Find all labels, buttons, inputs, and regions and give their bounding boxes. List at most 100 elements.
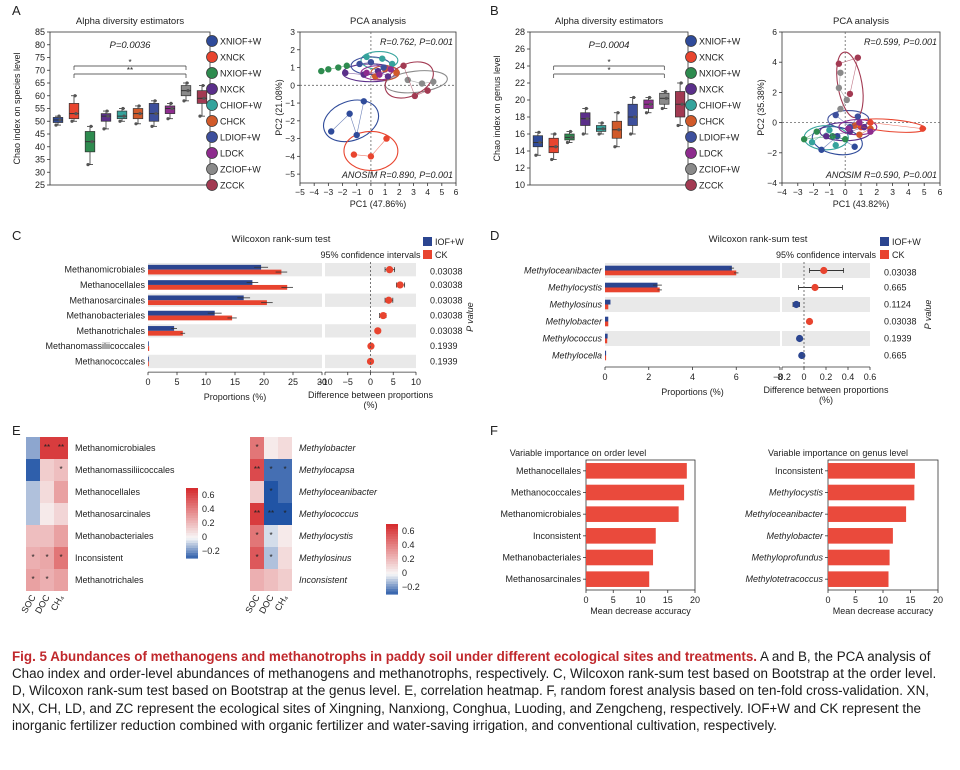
box-a-legend-label-3: NXCK bbox=[220, 85, 245, 95]
box-a-legend-marker-1 bbox=[206, 51, 218, 63]
box-a-ytick-label: 30 bbox=[35, 167, 45, 177]
heat-e1-cell-4-2 bbox=[54, 525, 68, 547]
box-a-legend-marker-3 bbox=[206, 83, 218, 95]
pca-a-point-4 bbox=[379, 55, 386, 62]
heat-e2-cell-0-2 bbox=[278, 437, 292, 459]
heat-e2-colorbar-step bbox=[386, 574, 398, 578]
heat-e2-cell-1-0 bbox=[250, 459, 264, 481]
wilcox-d-diff-tick-label: 0 bbox=[801, 372, 806, 382]
box-a-box-point bbox=[137, 104, 141, 108]
wilcox-d-bar-ck-4 bbox=[605, 338, 608, 344]
pca-a-xtick-label: 0 bbox=[369, 187, 374, 197]
heat-e2-colorbar-step bbox=[386, 576, 398, 580]
heat-e2-cell-5-2 bbox=[278, 547, 292, 569]
box-a-ytick-label: 75 bbox=[35, 53, 45, 63]
heat-e2-cell-6-2 bbox=[278, 569, 292, 591]
box-a-sig-mark: * bbox=[128, 58, 131, 67]
pca-a-xtick-label: 1 bbox=[383, 187, 388, 197]
rf-order-bar-3 bbox=[586, 528, 656, 544]
box-a-legend-label-7: LDCK bbox=[220, 149, 244, 159]
wilcox-c-diff-label-2: (%) bbox=[364, 400, 378, 410]
rf-order-bar-label-4: Methanobacteriales bbox=[502, 553, 581, 563]
wilcox-d-diff-point-2 bbox=[792, 300, 800, 309]
pca-b-point-7 bbox=[867, 128, 874, 135]
rf-order-bar-label-3: Inconsistent bbox=[533, 531, 582, 541]
box-b-legend-marker-6 bbox=[685, 131, 697, 143]
rf-genus-xtick-label: 0 bbox=[825, 595, 830, 605]
box-b-box-point bbox=[550, 157, 554, 162]
heat-e1-colorbar-step bbox=[186, 553, 198, 557]
heat-e2-cell-3-0 bbox=[250, 503, 264, 525]
box-a-ytick-label: 70 bbox=[35, 65, 45, 75]
heat-e2-cell-mark: ** bbox=[254, 509, 260, 518]
heat-e2-colorbar-label-1: 0.4 bbox=[402, 540, 415, 550]
heat-e2-cell-0-1 bbox=[264, 437, 278, 459]
figure-caption: Fig. 5 Abundances of methanogens and met… bbox=[12, 648, 948, 734]
heat-e1-colorbar-step bbox=[186, 538, 198, 542]
heat-e2-cell-mark: * bbox=[255, 531, 258, 540]
box-b-box-point bbox=[676, 123, 680, 128]
heat-e1-cell-2-1 bbox=[40, 481, 54, 503]
panel-letter-f: F bbox=[490, 423, 498, 438]
rf-order-bar-0 bbox=[586, 463, 687, 479]
pca-b-point-9 bbox=[854, 54, 862, 61]
box-a-box-point bbox=[201, 83, 205, 88]
pca-a-ytick-label: 0 bbox=[290, 80, 295, 90]
pca-a-title: PCA analysis bbox=[350, 16, 406, 27]
heat-e1-colorbar-step bbox=[186, 528, 198, 532]
heat-e1-colorbar-label-1: 0.4 bbox=[202, 504, 215, 514]
pca-a-point-1 bbox=[350, 151, 358, 158]
heat-e2-colorbar-step bbox=[386, 561, 398, 565]
heat-e2-colorbar-step bbox=[386, 534, 398, 538]
wilcox-d-pvalue-5: 0.665 bbox=[884, 351, 907, 361]
wilcox-d-xtick-label: 8 bbox=[777, 372, 782, 382]
heat-e2-row-label-1: Methylocapsa bbox=[299, 465, 355, 475]
heat-e1-cell-4-0 bbox=[26, 525, 40, 547]
rf-order-bar-4 bbox=[586, 549, 654, 566]
box-a-box-point bbox=[106, 114, 110, 118]
wilcox-d-diff-tick-label: −0.2 bbox=[773, 372, 791, 382]
heat-e1-cell-5-0 bbox=[26, 547, 40, 569]
pca-a-xtick-label: 4 bbox=[425, 187, 430, 197]
rf-order-bar-5 bbox=[586, 571, 650, 587]
box-b-box-6 bbox=[627, 103, 638, 126]
box-b-legend-marker-8 bbox=[685, 163, 697, 175]
wilcox-c-bar-ck-1 bbox=[148, 284, 288, 290]
box-b-box-point bbox=[617, 128, 621, 132]
pca-b-point-4 bbox=[826, 126, 833, 134]
wilcox-d-row-label-5: Methylocella bbox=[552, 351, 602, 361]
pca-a-point-0 bbox=[353, 131, 360, 139]
heat-e2-colorbar-label-2: 0.2 bbox=[402, 554, 415, 564]
wilcox-c-row-label-4: Methanotrichales bbox=[76, 326, 145, 336]
heat-e2-cell-mark: ** bbox=[254, 465, 260, 474]
wilcox-d-bar-ck-0 bbox=[605, 270, 737, 276]
box-a-ytick-label: 55 bbox=[35, 104, 45, 114]
heat-e1-cell-2-2 bbox=[54, 481, 68, 503]
rf-genus-xtick-label: 20 bbox=[933, 595, 943, 605]
wilcox-d-row-band bbox=[605, 297, 780, 312]
heat-e1-col-label-2: CH₄ bbox=[49, 593, 66, 613]
box-b-legend-marker-7 bbox=[685, 147, 697, 159]
pca-a-point-3 bbox=[342, 69, 349, 77]
heat-e1-colorbar-step bbox=[186, 545, 198, 549]
box-b-box-point bbox=[565, 140, 570, 145]
heat-e1-row-label-6: Methanotrichales bbox=[75, 575, 144, 585]
pca-a-point-2 bbox=[325, 66, 332, 73]
wilcox-d-diff-point-3 bbox=[805, 317, 814, 326]
pca-b-point-2 bbox=[800, 136, 808, 143]
box-a-ytick-label: 60 bbox=[35, 91, 45, 101]
pca-b-point-1 bbox=[867, 119, 874, 126]
rf-order-xtick-label: 20 bbox=[690, 595, 700, 605]
heat-e2-cell-mark: * bbox=[255, 443, 258, 452]
rf-order-bar-label-0: Methanocellales bbox=[516, 466, 582, 476]
wilcox-d-pvalue-1: 0.665 bbox=[884, 283, 907, 293]
heat-e2-colorbar-step bbox=[386, 549, 398, 553]
pca-a-ytick-label: 1 bbox=[290, 63, 295, 73]
rf-order-bar-label-1: Methanococcales bbox=[511, 488, 582, 498]
rf-genus-bar-label-3: Methylobacter bbox=[766, 531, 824, 541]
wilcox-c-legend-swatch-0 bbox=[423, 237, 432, 246]
heat-e2-cell-mark: * bbox=[269, 465, 272, 474]
wilcox-c-diff-point-3 bbox=[379, 311, 387, 320]
heat-e2-colorbar-step bbox=[386, 584, 398, 588]
